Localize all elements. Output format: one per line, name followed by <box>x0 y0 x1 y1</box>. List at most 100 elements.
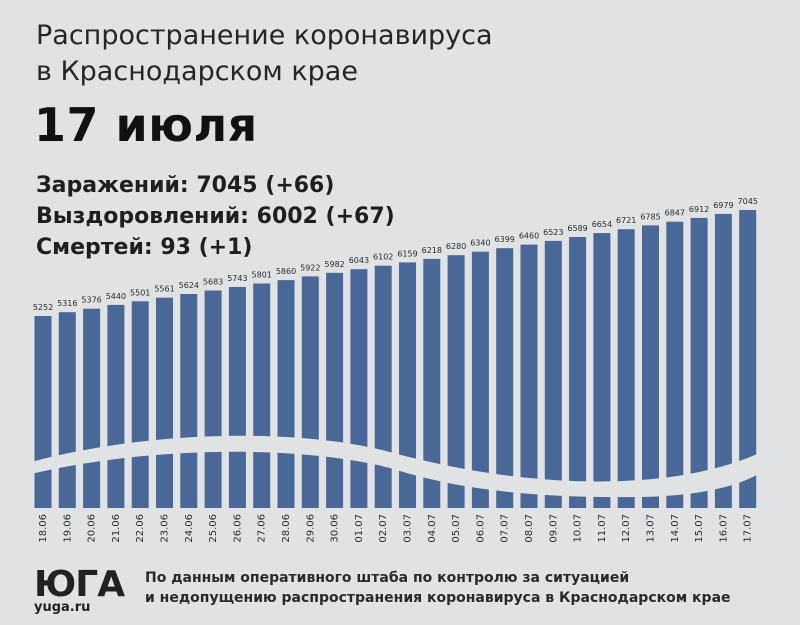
x-tick-label: 17.07 <box>743 514 754 543</box>
x-tick-label: 02.07 <box>378 514 389 543</box>
x-tick-labels: 18.06 19.06 20.06 21.06 22.06 23.06 24.06 25.06… <box>38 514 754 543</box>
value-label: 6280 <box>446 242 466 251</box>
value-label: 5440 <box>106 292 126 301</box>
value-label: 6159 <box>397 249 417 258</box>
bar-30.06 <box>326 272 344 508</box>
x-tick-label: 01.07 <box>354 514 365 543</box>
x-tick-label: 18.06 <box>38 514 49 543</box>
logo-site-url: yuga.ru <box>34 600 91 615</box>
source-note: По данным оперативного штаба по контролю… <box>145 568 731 608</box>
bar-02.07 <box>374 265 392 508</box>
x-tick-label: 20.06 <box>87 514 98 543</box>
bar-05.07 <box>447 255 465 508</box>
x-tick-label: 13.07 <box>646 514 657 543</box>
value-label: 6589 <box>567 224 587 233</box>
value-label: 5922 <box>300 263 320 272</box>
value-label: 6399 <box>495 235 515 244</box>
x-tick-label: 10.07 <box>573 514 584 543</box>
value-label: 5376 <box>81 296 101 305</box>
value-label: 7045 <box>738 197 758 206</box>
bar-29.06 <box>301 276 319 508</box>
bar-21.06 <box>107 304 125 508</box>
x-tick-label: 08.07 <box>524 514 535 543</box>
value-label: 5860 <box>276 267 296 276</box>
x-tick-label: 27.06 <box>257 514 268 543</box>
bar-01.07 <box>350 269 368 508</box>
x-tick-label: 12.07 <box>621 514 632 543</box>
bar-19.06 <box>58 312 76 508</box>
bar-28.06 <box>277 280 295 508</box>
bar-24.06 <box>180 294 198 508</box>
value-label: 5743 <box>227 274 247 283</box>
value-label: 6218 <box>422 246 442 255</box>
stat-recovered: Выздоровлений: 6002 (+67) <box>36 204 395 229</box>
bar-03.07 <box>399 262 416 508</box>
value-label: 6102 <box>373 253 393 262</box>
x-tick-label: 21.06 <box>111 514 122 543</box>
x-tick-label: 26.06 <box>232 514 243 543</box>
bar-07.07 <box>496 248 514 508</box>
stat-infected: Заражений: 7045 (+66) <box>36 173 335 198</box>
bar-23.06 <box>156 297 173 508</box>
x-tick-label: 06.07 <box>475 514 486 543</box>
value-label: 6785 <box>640 212 660 221</box>
value-labels: 5252 5316 5376 5440 5501 5561 5624 5683 5743 5801… <box>33 197 758 312</box>
bar-17.07 <box>739 210 757 508</box>
bar-18.06 <box>34 316 52 508</box>
value-label: 6721 <box>616 216 636 225</box>
bar-12.07 <box>617 229 635 508</box>
source-line-2: и недопущению распространения коронавиру… <box>145 590 731 606</box>
value-label: 5683 <box>203 278 223 287</box>
x-tick-label: 11.07 <box>597 514 608 543</box>
x-tick-label: 30.06 <box>330 514 341 543</box>
x-tick-label: 14.07 <box>670 514 681 543</box>
value-label: 5982 <box>324 260 344 269</box>
bar-04.07 <box>423 258 441 508</box>
value-label: 5252 <box>33 303 53 312</box>
chart-title: Распространение коронавируса в Краснодар… <box>36 18 493 90</box>
value-label: 6340 <box>470 239 490 248</box>
bar-26.06 <box>228 287 246 508</box>
x-tick-label: 25.06 <box>208 514 219 543</box>
value-label: 5501 <box>130 288 150 297</box>
bar-06.07 <box>471 251 489 508</box>
value-label: 5801 <box>252 271 272 280</box>
x-tick-label: 28.06 <box>281 514 292 543</box>
bar-11.07 <box>593 233 611 508</box>
value-label: 6523 <box>543 228 563 237</box>
x-tick-label: 09.07 <box>548 514 559 543</box>
value-label: 5316 <box>57 299 77 308</box>
x-tick-label: 29.06 <box>305 514 316 543</box>
value-label: 6654 <box>592 220 612 229</box>
bar-13.07 <box>642 225 659 508</box>
bar-15.07 <box>690 217 708 508</box>
bar-16.07 <box>714 213 732 508</box>
value-label: 6847 <box>665 209 685 218</box>
publisher-logo: ЮГА yuga.ru <box>34 564 125 616</box>
bar-27.06 <box>253 283 271 508</box>
x-tick-label: 03.07 <box>403 514 414 543</box>
value-label: 6460 <box>519 232 539 241</box>
bar-14.07 <box>666 221 684 508</box>
x-tick-label: 19.06 <box>62 514 73 543</box>
date-heading: 17 июля <box>34 98 258 152</box>
stats-block: Заражений: 7045 (+66) Выздоровлений: 600… <box>36 170 395 263</box>
title-line-1: Распространение коронавируса <box>36 20 493 51</box>
x-tick-label: 05.07 <box>451 514 462 543</box>
title-line-2: в Краснодарском крае <box>36 56 358 87</box>
x-tick-label: 16.07 <box>718 514 729 543</box>
x-tick-label: 04.07 <box>427 514 438 543</box>
decorative-wave <box>31 435 762 498</box>
value-label: 6043 <box>349 256 369 265</box>
bar-08.07 <box>520 244 538 508</box>
value-label: 5561 <box>154 285 174 294</box>
stat-deaths: Смертей: 93 (+1) <box>36 235 253 260</box>
x-tick-label: 23.06 <box>160 514 171 543</box>
value-label: 6912 <box>689 205 709 214</box>
bar-25.06 <box>204 290 222 508</box>
logo-mark: ЮГА <box>34 564 125 605</box>
x-tick-label: 24.06 <box>184 514 195 543</box>
x-tick-label: 07.07 <box>500 514 511 543</box>
bar-09.07 <box>544 240 562 508</box>
